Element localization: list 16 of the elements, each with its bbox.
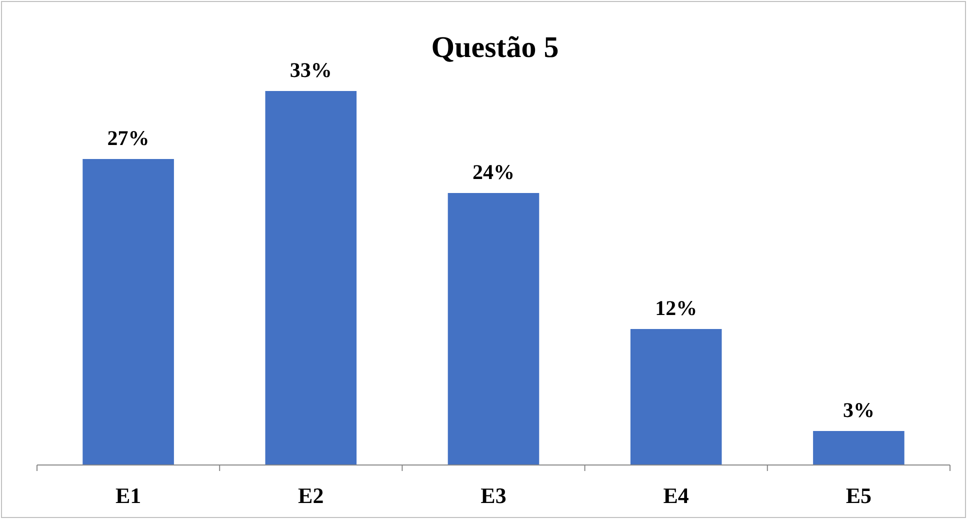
data-label: 27% (107, 126, 150, 150)
bar (630, 329, 722, 465)
x-tick-label: E2 (298, 483, 324, 508)
data-label: 24% (472, 160, 514, 184)
chart-title: Questão 5 (431, 31, 559, 64)
data-label: 33% (290, 58, 332, 82)
x-tick-label: E3 (480, 483, 506, 508)
bar (82, 159, 174, 465)
x-tick-label: E1 (115, 483, 142, 508)
bar (448, 193, 540, 465)
x-tick-label: E5 (846, 483, 872, 508)
x-tick-label: E4 (663, 483, 689, 508)
bar (813, 431, 904, 465)
data-label: 12% (655, 296, 698, 320)
bar (265, 91, 357, 465)
data-label: 3% (842, 398, 874, 422)
